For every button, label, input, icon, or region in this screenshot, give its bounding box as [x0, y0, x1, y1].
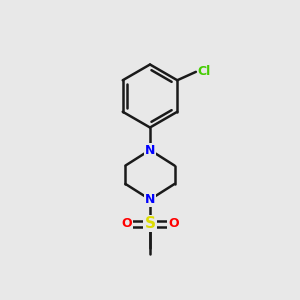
Text: N: N — [145, 143, 155, 157]
Text: O: O — [121, 217, 132, 230]
Text: O: O — [168, 217, 179, 230]
Text: Cl: Cl — [197, 65, 211, 78]
Text: N: N — [145, 193, 155, 206]
Text: S: S — [145, 216, 155, 231]
